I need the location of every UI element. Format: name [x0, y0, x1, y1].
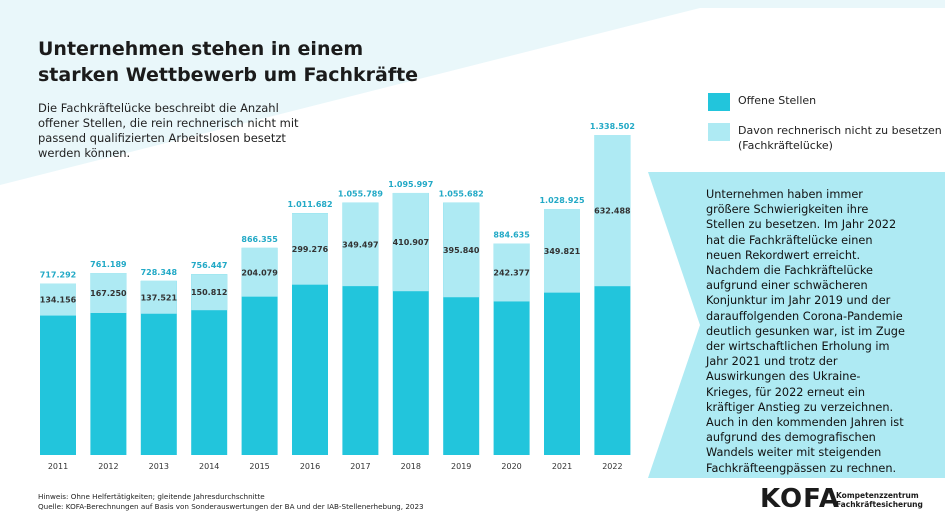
value-label: 167.250 — [90, 289, 127, 298]
bar-segment — [241, 247, 278, 297]
bar-segment — [191, 274, 228, 311]
x-tick-label: 2018 — [401, 462, 421, 471]
legend-item: Offene Stellen — [708, 93, 816, 111]
x-tick-label: 2020 — [501, 462, 521, 471]
bar-segment — [594, 135, 631, 287]
x-tick-label: 2021 — [552, 462, 572, 471]
x-tick-label: 2022 — [602, 462, 622, 471]
bar-segment — [392, 192, 429, 292]
value-label: 756.447 — [191, 261, 227, 270]
value-label: 1.011.682 — [287, 200, 332, 209]
value-label: 299.276 — [292, 245, 329, 254]
value-label: 349.497 — [342, 240, 378, 249]
value-label: 866.355 — [241, 235, 278, 244]
bar-segment — [90, 273, 127, 314]
value-label: 242.377 — [493, 268, 529, 277]
value-label: 137.521 — [141, 293, 178, 302]
sidebar-chevron — [648, 172, 945, 478]
logo: KOFA — [760, 484, 840, 514]
description: Die Fachkräftelücke beschreibt die Anzah… — [38, 101, 299, 160]
value-label: 761.189 — [90, 260, 127, 269]
x-tick-label: 2012 — [98, 462, 118, 471]
value-label: 884.635 — [493, 231, 530, 240]
x-tick-label: 2019 — [451, 462, 471, 471]
legend-swatch — [708, 93, 730, 111]
value-label: 1.338.502 — [590, 122, 635, 131]
value-label: 1.028.925 — [539, 196, 584, 205]
bar-segment — [493, 243, 530, 302]
value-label: 204.079 — [241, 268, 278, 277]
x-tick-label: 2015 — [249, 462, 269, 471]
value-label: 728.348 — [141, 268, 178, 277]
value-label: 717.292 — [40, 271, 76, 280]
x-tick-label: 2016 — [300, 462, 320, 471]
bar-segment — [292, 213, 328, 285]
title: Unternehmen stehen in einem starken Wett… — [38, 38, 419, 86]
legend-swatch — [708, 123, 730, 141]
note: Hinweis: Ohne Helfertätigkeiten; gleiten… — [38, 492, 265, 501]
legend-label: Offene Stellen — [738, 94, 817, 107]
bar-segment — [544, 209, 580, 293]
sidebar-text: Unternehmen haben immer größere Schwieri… — [706, 188, 905, 475]
value-label: 1.055.682 — [439, 190, 484, 199]
bar-segment — [140, 280, 177, 314]
x-tick-label: 2011 — [48, 462, 68, 471]
note: Quelle: KOFA-Berechnungen auf Basis von … — [38, 502, 424, 511]
value-label: 1.055.789 — [338, 190, 383, 199]
bar-segment — [443, 202, 480, 298]
value-label: 349.821 — [544, 247, 581, 256]
bar-segment — [342, 202, 379, 287]
x-tick-label: 2014 — [199, 462, 219, 471]
value-label: 410.907 — [393, 238, 429, 247]
value-label: 395.840 — [443, 246, 480, 255]
value-label: 134.156 — [40, 296, 77, 305]
logo-subtitle: Kompetenzzentrum Fachkräftesicherung — [836, 491, 923, 509]
value-label: 150.812 — [191, 288, 227, 297]
bar-segment — [40, 283, 76, 316]
value-label: 1.095.997 — [388, 180, 433, 189]
value-label: 632.488 — [594, 207, 631, 216]
legend-label: Davon rechnerisch nicht zu besetzen (Fac… — [738, 124, 942, 152]
x-tick-label: 2013 — [149, 462, 169, 471]
header-background — [0, 0, 945, 185]
legend-item: Davon rechnerisch nicht zu besetzen (Fac… — [708, 123, 942, 153]
x-tick-label: 2017 — [350, 462, 370, 471]
